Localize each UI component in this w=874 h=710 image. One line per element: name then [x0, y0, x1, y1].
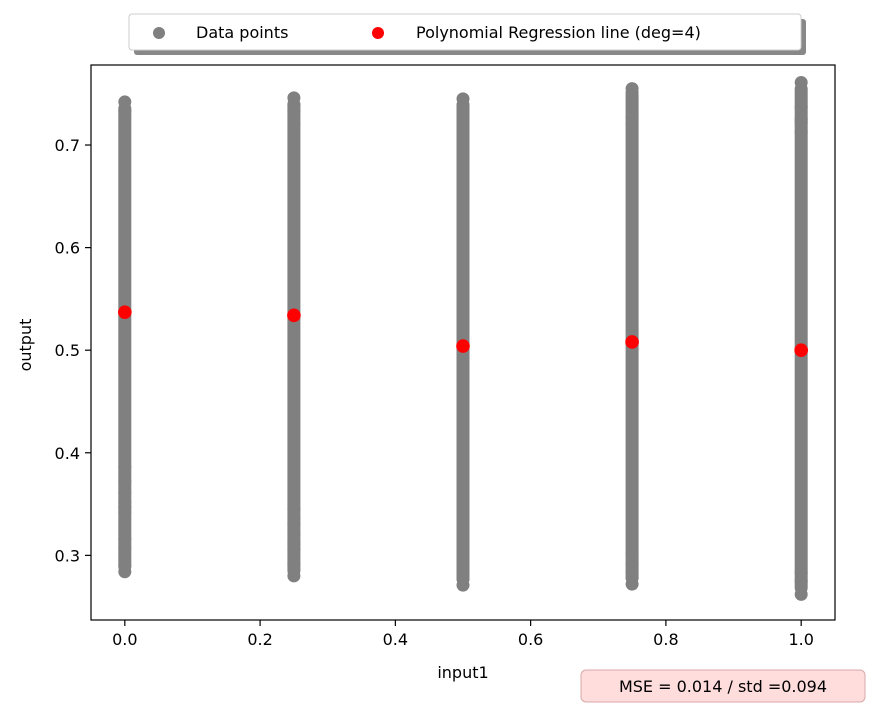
- data-point: [625, 558, 639, 572]
- legend: Data points Polynomial Regression line (…: [128, 13, 806, 55]
- regression-point: [287, 308, 301, 323]
- x-tick-label: 0.0: [112, 630, 137, 649]
- data-point: [287, 536, 301, 550]
- data-points-column: [794, 82, 808, 595]
- data-point: [118, 95, 132, 109]
- data-point: [118, 560, 132, 574]
- legend-marker-data-points: [153, 27, 165, 39]
- data-point: [794, 125, 808, 139]
- data-point: [287, 91, 301, 105]
- mse-annotation-box: [580, 669, 866, 703]
- data-point: [287, 557, 301, 571]
- legend-marker-regression: [372, 27, 384, 39]
- data-point: [118, 541, 132, 555]
- x-tick-label: 1.0: [788, 630, 813, 649]
- legend-label-data-points: Data points: [196, 23, 288, 42]
- x-tick-label: 0.6: [518, 630, 543, 649]
- data-point: [287, 502, 301, 516]
- data-point: [118, 460, 132, 474]
- y-tick-label: 0.7: [55, 136, 80, 155]
- data-point: [456, 547, 470, 561]
- data-point: [794, 75, 808, 89]
- regression-point: [794, 343, 808, 357]
- data-point: [456, 92, 470, 106]
- regression-point: [456, 339, 470, 353]
- data-point: [794, 112, 808, 126]
- y-axis: 0.3 0.4 0.5 0.6 0.7: [55, 136, 91, 565]
- plot-area: [118, 75, 808, 601]
- data-point: [118, 532, 132, 546]
- regression-points-layer: [118, 305, 808, 357]
- x-tick-label: 0.2: [247, 630, 272, 649]
- y-tick-label: 0.5: [55, 341, 80, 360]
- data-point: [794, 587, 808, 601]
- axes-frame: [90, 64, 836, 621]
- mse-annotation-text: MSE = 0.014 / std =0.094: [619, 677, 827, 696]
- x-tick-label: 0.4: [383, 630, 408, 649]
- regression-point: [625, 335, 639, 349]
- data-point: [625, 546, 639, 560]
- data-point: [118, 486, 132, 500]
- data-points-column: [118, 101, 132, 572]
- data-point: [287, 118, 301, 132]
- legend-label-regression: Polynomial Regression line (deg=4): [416, 23, 701, 42]
- y-tick-label: 0.6: [55, 239, 80, 258]
- data-point: [625, 110, 639, 124]
- data-points-column: [287, 97, 301, 576]
- legend-box: [128, 13, 802, 51]
- data-point: [794, 566, 808, 580]
- data-point: [118, 104, 132, 118]
- mse-annotation: MSE = 0.014 / std =0.094: [580, 669, 866, 703]
- y-axis-label: output: [16, 319, 35, 372]
- data-point: [456, 567, 470, 581]
- x-tick-label: 0.8: [653, 630, 678, 649]
- data-point: [625, 82, 639, 96]
- data-points-layer: [118, 75, 808, 601]
- data-point: [794, 100, 808, 114]
- data-point: [118, 475, 132, 489]
- regression-point: [118, 305, 132, 320]
- data-point: [118, 495, 132, 509]
- y-tick-label: 0.4: [55, 444, 80, 463]
- data-point: [287, 511, 301, 525]
- x-axis: 0.0 0.2 0.4 0.6 0.8 1.0: [112, 620, 814, 649]
- data-point: [287, 527, 301, 541]
- x-axis-label: input1: [437, 663, 488, 682]
- y-tick-label: 0.3: [55, 546, 80, 565]
